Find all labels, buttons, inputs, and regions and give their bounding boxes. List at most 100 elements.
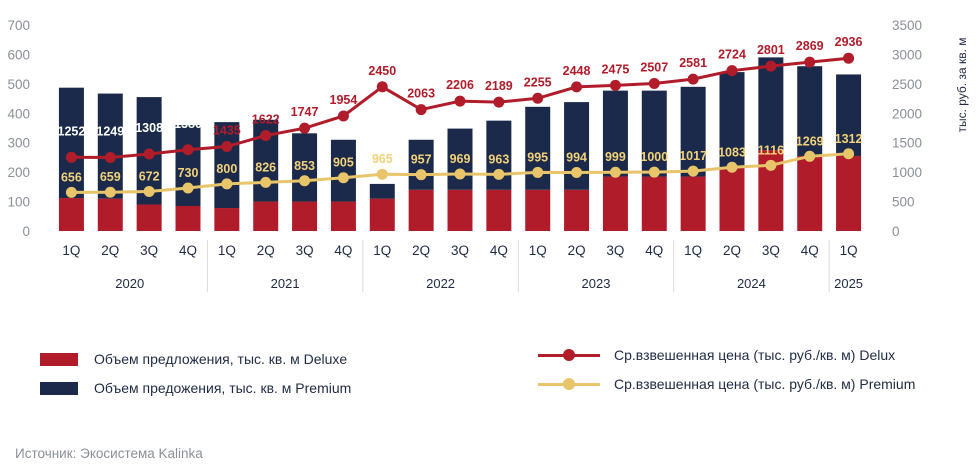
- deluxe-price-label: 2189: [485, 79, 513, 93]
- x-tick-label: 2Q: [412, 243, 430, 258]
- x-tick-label: 2Q: [257, 243, 275, 258]
- deluxe-price-label: 2869: [796, 39, 824, 53]
- legend-premium-line: Ср.взвешенная цена (тыс. руб./кв. м) Pre…: [538, 376, 915, 392]
- deluxe-price-label: 2448: [563, 64, 591, 78]
- x-tick-label: 3Q: [606, 243, 624, 258]
- deluxe-price-label: 1954: [330, 93, 358, 107]
- premium-price-point: [337, 172, 349, 184]
- premium-price-point: [221, 178, 233, 190]
- y-left-tick: 700: [7, 18, 30, 33]
- deluxe-price-label: 2450: [368, 64, 396, 78]
- premium-price-label: 1312: [835, 132, 863, 146]
- deluxe-price-point: [532, 92, 544, 104]
- deluxe-price-point: [843, 52, 855, 64]
- x-tick-label: 3Q: [140, 243, 158, 258]
- bar-deluxe: [292, 201, 318, 231]
- premium-price-label: 905: [333, 156, 354, 170]
- bar-deluxe: [564, 189, 590, 231]
- premium-price-label: 994: [566, 150, 587, 164]
- bar-premium: [836, 74, 862, 156]
- deluxe-price-point: [493, 96, 505, 108]
- x-group-label: 2024: [737, 276, 766, 291]
- deluxe-price-point: [65, 151, 77, 163]
- deluxe-price-point: [221, 141, 233, 153]
- premium-price-label: 965: [372, 152, 393, 166]
- premium-price-point: [687, 165, 699, 177]
- premium-price-label: 656: [61, 170, 82, 184]
- legend-premium-label: Объем предожения, тыс. кв. м Premium: [94, 380, 352, 396]
- deluxe-price-point: [299, 122, 311, 134]
- premium-price-label: 963: [488, 152, 509, 166]
- premium-price-point: [299, 175, 311, 187]
- premium-price-point: [65, 186, 77, 198]
- deluxe-price-label: 2581: [679, 56, 707, 70]
- legend-premium-line-swatch: [538, 377, 600, 391]
- deluxe-price-point: [337, 110, 349, 122]
- source-note: Источник: Экосистема Kalinka: [15, 446, 203, 461]
- bar-premium: [797, 66, 823, 156]
- bar-deluxe: [214, 208, 240, 231]
- premium-price-point: [143, 185, 155, 197]
- x-tick-label: 1Q: [684, 243, 702, 258]
- y-left-tick: 500: [7, 77, 30, 92]
- bar-deluxe: [330, 201, 356, 231]
- legend-premium-swatch: [40, 381, 78, 395]
- deluxe-price-point: [648, 77, 660, 89]
- bar-deluxe: [525, 189, 551, 231]
- legend-deluxe-line-swatch: [538, 348, 600, 362]
- x-tick-label: 3Q: [762, 243, 780, 258]
- bar-premium: [214, 122, 240, 209]
- premium-price-label: 826: [255, 160, 276, 174]
- y-right-label: тыс. руб. за кв. м: [955, 37, 969, 132]
- bar-premium: [369, 183, 395, 199]
- legend-deluxe-line: Ср.взвешенная цена (тыс. руб./кв. м) Del…: [538, 347, 895, 363]
- premium-price-point: [843, 148, 855, 160]
- bar-deluxe: [719, 167, 745, 231]
- deluxe-price-label: 2724: [718, 48, 746, 62]
- x-tick-label: 3Q: [296, 243, 314, 258]
- premium-price-point: [532, 166, 544, 178]
- bar-deluxe: [836, 155, 862, 231]
- bar-premium: [292, 133, 318, 202]
- legend-premium-bar: Объем предожения, тыс. кв. м Premium: [40, 380, 351, 396]
- bar-deluxe: [486, 189, 512, 231]
- deluxe-price-point: [687, 73, 699, 85]
- y-right-tick: 2000: [892, 106, 922, 121]
- premium-price-point: [648, 166, 660, 178]
- y-left-tick: 400: [7, 106, 30, 121]
- legend-deluxe-swatch: [40, 352, 78, 366]
- bar-premium: [447, 128, 473, 190]
- premium-price-point: [804, 150, 816, 162]
- premium-price-point: [571, 166, 583, 178]
- legend-deluxe-bar: Объем предложения, тыс. кв. м Deluxe: [40, 351, 347, 367]
- bar-premium: [641, 90, 667, 177]
- x-tick-label: 4Q: [490, 243, 508, 258]
- premium-price-label: 1269: [796, 134, 824, 148]
- deluxe-price-label: 1747: [291, 105, 319, 119]
- x-tick-label: 1Q: [373, 243, 391, 258]
- bar-deluxe: [136, 204, 162, 231]
- premium-price-label: 1000: [640, 150, 668, 164]
- premium-price-label: 1083: [718, 145, 746, 159]
- x-tick-label: 4Q: [645, 243, 663, 258]
- bar-premium: [58, 87, 84, 199]
- premium-price-label: 659: [100, 170, 121, 184]
- premium-price-label: 995: [527, 150, 548, 164]
- premium-price-label: 1017: [679, 149, 707, 163]
- deluxe-price-label: 1435: [213, 124, 241, 138]
- bar-deluxe: [253, 201, 279, 231]
- bar-deluxe: [58, 198, 84, 231]
- premium-price-label: 999: [605, 150, 626, 164]
- deluxe-price-point: [454, 95, 466, 107]
- x-tick-label: 1Q: [218, 243, 236, 258]
- premium-price-point: [765, 159, 777, 171]
- deluxe-price-label: 1249: [96, 124, 124, 138]
- x-tick-label: 4Q: [801, 243, 819, 258]
- premium-price-point: [376, 168, 388, 180]
- deluxe-price-point: [260, 130, 272, 142]
- deluxe-price-point: [804, 56, 816, 68]
- deluxe-price-point: [104, 151, 116, 163]
- premium-price-point: [726, 161, 738, 173]
- bar-premium: [680, 86, 706, 177]
- deluxe-price-label: 2255: [524, 75, 552, 89]
